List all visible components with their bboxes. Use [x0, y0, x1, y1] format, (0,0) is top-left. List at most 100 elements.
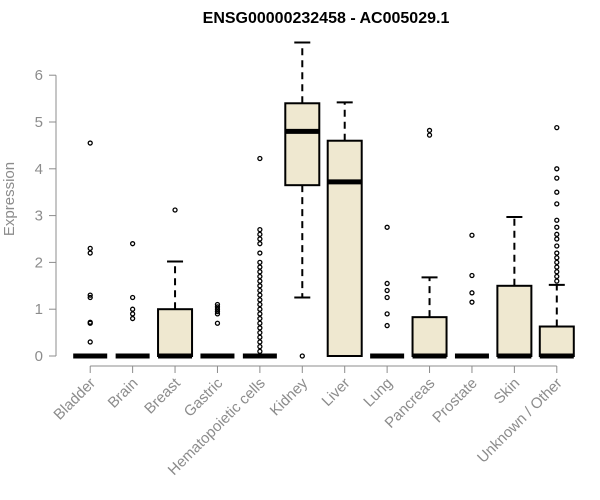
outlier-point	[257, 226, 263, 233]
outlier-point	[257, 311, 263, 317]
outlier-point	[257, 155, 263, 162]
outlier-point	[87, 319, 93, 325]
outlier-point	[129, 294, 136, 301]
outlier-point	[554, 189, 560, 195]
outlier-point	[257, 264, 263, 270]
outlier-point	[257, 287, 263, 294]
outlier-point	[257, 343, 263, 350]
outlier-point	[257, 236, 263, 242]
outlier-point	[257, 315, 263, 322]
outlier-point	[554, 231, 560, 237]
outlier-point	[554, 278, 560, 284]
chart-title: ENSG00000232458 - AC005029.1	[203, 10, 450, 27]
outlier-point	[554, 201, 560, 207]
outlier-point	[214, 308, 221, 315]
y-axis: 0 1 2 3 4 5 6	[35, 67, 57, 365]
outlier-point	[87, 250, 93, 256]
box-group	[73, 140, 108, 359]
outlier-point	[214, 304, 221, 310]
box	[284, 102, 321, 187]
outlier-point	[172, 207, 178, 213]
box-group	[496, 216, 533, 359]
outlier-point	[257, 250, 263, 256]
outlier-point	[257, 241, 263, 247]
outlier-point	[384, 224, 390, 230]
y-tick-label: 5	[35, 114, 43, 131]
outlier-point	[87, 140, 93, 146]
outlier-point	[554, 264, 560, 270]
outlier-point	[554, 217, 560, 223]
outlier-point	[554, 243, 560, 249]
box-group	[157, 207, 194, 359]
outlier-point	[129, 241, 136, 247]
y-tick-label: 6	[35, 67, 43, 84]
outlier-point	[214, 320, 221, 326]
outlier-point	[554, 269, 560, 275]
outlier-point	[129, 311, 136, 317]
outlier-point	[554, 166, 560, 172]
outlier-point	[257, 325, 263, 331]
outlier-point	[87, 294, 93, 301]
outlier-point	[469, 272, 475, 279]
x-tick-label: Liver	[319, 375, 354, 410]
outlier-point	[426, 132, 433, 138]
outlier-point	[299, 353, 305, 359]
outlier-point	[214, 301, 221, 308]
outlier-point	[257, 339, 263, 345]
box-group	[242, 155, 277, 359]
box-group	[115, 241, 150, 359]
outlier-point	[554, 250, 560, 256]
x-tick-label: Bladder	[50, 375, 99, 424]
outlier-point	[554, 259, 560, 266]
x-tick-label: Skin	[491, 375, 524, 408]
outlier-point	[257, 297, 263, 303]
outlier-point	[257, 334, 263, 340]
x-tick-label: Kidney	[267, 374, 312, 419]
outlier-point	[257, 283, 263, 289]
outlier-point	[554, 175, 560, 181]
outlier-point	[257, 269, 263, 275]
outlier-point	[257, 231, 263, 237]
outlier-point	[426, 127, 433, 134]
outlier-point	[554, 224, 560, 230]
box-group	[326, 101, 363, 357]
outlier-point	[87, 292, 93, 298]
box	[496, 284, 533, 357]
y-tick-label: 4	[35, 161, 43, 178]
outlier-point	[554, 255, 560, 261]
y-tick-label: 2	[35, 254, 43, 271]
outlier-point	[384, 280, 390, 287]
outlier-point	[257, 292, 263, 298]
box-group	[538, 124, 575, 359]
outlier-point	[469, 299, 475, 305]
x-tick-label: Brain	[105, 375, 142, 412]
box	[538, 325, 575, 357]
box	[326, 139, 363, 357]
y-tick-label: 0	[35, 348, 43, 365]
outlier-point	[257, 259, 263, 266]
outlier-point	[87, 339, 93, 345]
box-group	[284, 41, 321, 359]
box-group	[411, 127, 448, 359]
outlier-point	[129, 315, 136, 322]
outlier-point	[257, 329, 263, 336]
outlier-point	[257, 348, 263, 354]
outlier-point	[257, 278, 263, 284]
box-group	[454, 232, 489, 359]
x-tick-label: Breast	[141, 374, 184, 417]
outlier-point	[257, 320, 263, 326]
outlier-point	[384, 322, 390, 329]
outlier-point	[257, 273, 263, 280]
box-group	[200, 301, 235, 359]
y-tick-label: 1	[35, 301, 43, 318]
outlier-point	[257, 306, 263, 312]
outlier-point	[554, 124, 560, 131]
outlier-point	[384, 311, 390, 317]
outlier-point	[129, 306, 136, 312]
box	[411, 316, 448, 358]
x-tick-label: Lung	[360, 375, 396, 411]
outlier-point	[384, 287, 390, 294]
x-tick-label: Prostate	[429, 375, 481, 427]
